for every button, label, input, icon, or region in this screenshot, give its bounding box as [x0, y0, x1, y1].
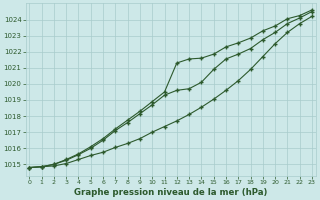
X-axis label: Graphe pression niveau de la mer (hPa): Graphe pression niveau de la mer (hPa) — [74, 188, 267, 197]
